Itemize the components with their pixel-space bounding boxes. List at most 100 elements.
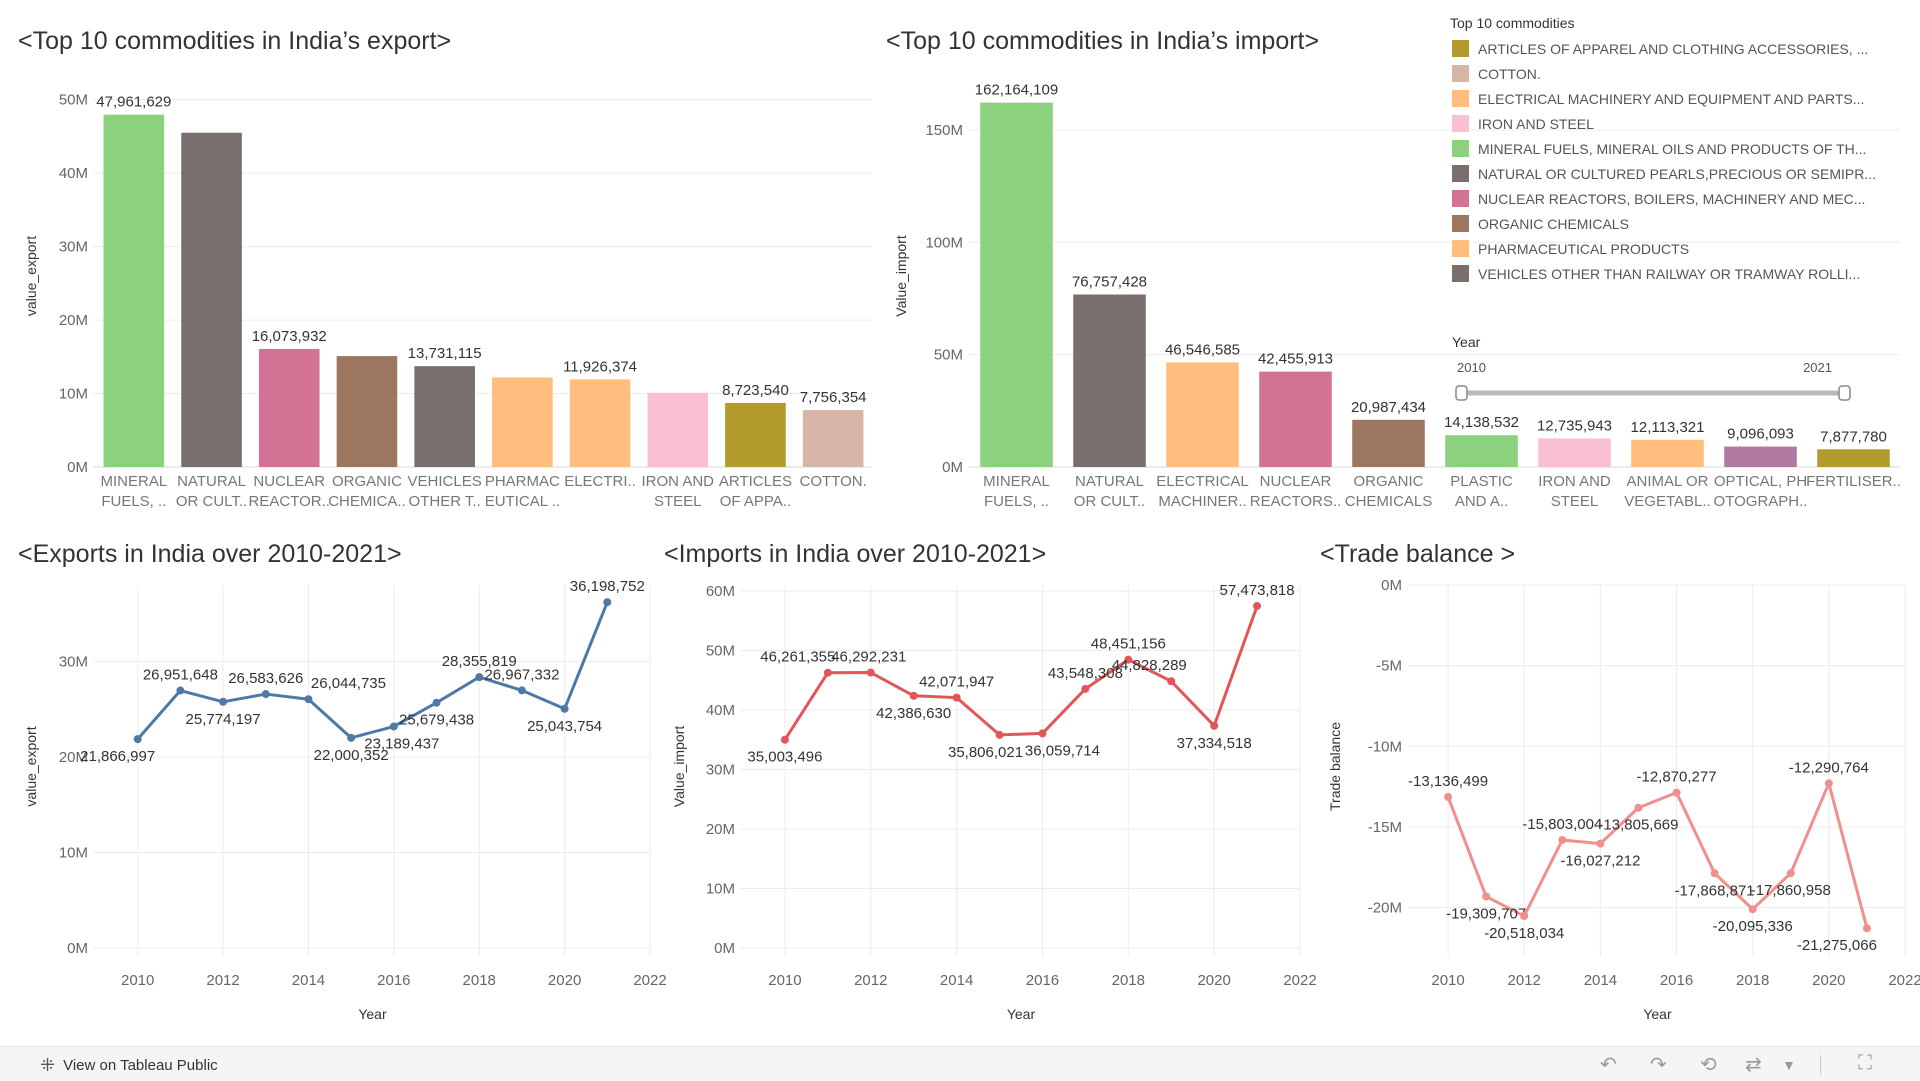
trade-balance-point xyxy=(1558,835,1567,844)
import-bar-data-label: 7,877,780 xyxy=(1820,428,1887,445)
imports-line-series-line xyxy=(783,605,1259,741)
trade-balance-x-tick-label: 2014 xyxy=(1584,972,1617,989)
exports-line-point xyxy=(133,735,142,744)
export-bar-category-label: OF APPA.. xyxy=(720,493,791,510)
trade-balance-data-label: -20,095,336 xyxy=(1713,918,1793,935)
imports-line-point xyxy=(823,668,832,677)
legend-item-label: NATURAL OR CULTURED PEARLS,PRECIOUS OR S… xyxy=(1478,166,1876,182)
export-bar-data-label: 7,756,354 xyxy=(800,389,867,406)
legend-swatch xyxy=(1452,115,1469,132)
trade-balance-point xyxy=(1634,803,1643,812)
imports-line-y-axis-title: Value_import xyxy=(671,726,687,808)
exports-line-data-label: 25,043,754 xyxy=(527,718,602,735)
exports-line-x-tick-label: 2010 xyxy=(121,972,154,989)
imports-line-x-tick-label: 2018 xyxy=(1112,972,1145,989)
legend-swatch xyxy=(1452,265,1469,282)
import-bar-category-label: MINERAL xyxy=(983,473,1050,490)
export-bar-category-label: NUCLEAR xyxy=(253,473,325,490)
exports-line-data-label: 25,679,438 xyxy=(399,712,474,729)
export-bar-y-tick-label: 50M xyxy=(59,92,88,109)
export-bar-bar xyxy=(569,379,631,467)
import-bar-data-label: 162,164,109 xyxy=(975,82,1058,99)
import-bar-category-label: OPTICAL, PH xyxy=(1714,473,1807,490)
trade-balance-point xyxy=(1748,905,1757,914)
import-bar-y-tick-label: 50M xyxy=(934,347,963,364)
import-bar-category-label: FUELS, .. xyxy=(984,493,1049,510)
imports-line-point xyxy=(1124,655,1133,664)
imports-line-data-label: 46,292,231 xyxy=(831,649,906,666)
import-bar-category-label: IRON AND xyxy=(1538,473,1611,490)
import-bar-category-label: MACHINER.. xyxy=(1158,493,1246,510)
import-bar-y-tick-label: 150M xyxy=(925,122,963,139)
imports-line-data-label: 44,828,289 xyxy=(1112,657,1187,674)
view-on-tableau-link[interactable]: ⁜ View on Tableau Public xyxy=(40,1055,218,1076)
export-bar-bar xyxy=(802,410,864,467)
exports-line-data-label: 28,355,819 xyxy=(442,653,517,670)
export-bar-chart: 0M 10M 20M 30M 40M 50M value_export 47,961,629 M… xyxy=(23,92,872,510)
exports-line-point xyxy=(261,690,270,699)
imports-line-x-tick-label: 2016 xyxy=(1026,972,1059,989)
import-bar-data-label: 14,138,532 xyxy=(1444,414,1519,431)
legend-item-label: PHARMACEUTICAL PRODUCTS xyxy=(1478,241,1689,257)
fullscreen-icon[interactable]: ⛶ xyxy=(1858,1052,1872,1074)
year-slider-min-handle[interactable] xyxy=(1455,385,1468,401)
redo-icon[interactable]: ↷ xyxy=(1650,1054,1667,1076)
trade-balance-x-tick-label: 2016 xyxy=(1660,972,1693,989)
import-bar-category-label: ANIMAL OR xyxy=(1627,473,1709,490)
trade-balance-data-label: -21,275,066 xyxy=(1797,937,1877,954)
imports-line-y-tick-label: 40M xyxy=(706,702,735,719)
year-slider-max-handle[interactable] xyxy=(1838,385,1851,401)
import-bar-category-label: NUCLEAR xyxy=(1260,473,1332,490)
refresh-icon[interactable]: ⇄ xyxy=(1745,1054,1762,1076)
trade-balance-data-label: -15,803,004 xyxy=(1522,816,1602,833)
legend-item-label: ORGANIC CHEMICALS xyxy=(1478,216,1629,232)
imports-line-point xyxy=(1167,677,1176,686)
imports-line-y-tick-label: 50M xyxy=(706,642,735,659)
import-bar-data-label: 42,455,913 xyxy=(1258,351,1333,368)
exports-line-point xyxy=(347,733,356,742)
export-bar-data-label: 16,073,932 xyxy=(252,328,327,345)
trade-balance-line-chart: 0M -5M -10M -15M -20M Trade balance 2010 2012 20… xyxy=(1327,577,1920,1022)
trade-balance-point xyxy=(1710,869,1719,878)
exports-line-point xyxy=(432,698,441,707)
legend-swatch xyxy=(1452,240,1469,257)
year-filter: Year 2010 2021 xyxy=(1452,334,1851,401)
trade-balance-series-line xyxy=(1446,781,1869,929)
exports-line-data-label: 26,044,735 xyxy=(311,675,386,692)
trade-balance-data-label: -20,518,034 xyxy=(1484,925,1564,942)
tableau-logo-icon: ⁜ xyxy=(40,1055,56,1075)
exports-line-point xyxy=(389,722,398,731)
export-bar-category-label: IRON AND xyxy=(641,473,714,490)
legend-title: Top 10 commodities xyxy=(1450,15,1575,31)
import-bar-data-label: 12,735,943 xyxy=(1537,417,1612,434)
import-bar-bar xyxy=(1166,362,1239,467)
export-bar-category-label: OTHER T.. xyxy=(409,493,481,510)
exports-line-x-tick-label: 2018 xyxy=(463,972,496,989)
undo-icon[interactable]: ↶ xyxy=(1600,1054,1617,1076)
import-bar-y-axis-title: Value_import xyxy=(893,235,909,317)
chevron-down-icon[interactable]: ▼ xyxy=(1782,1057,1796,1073)
imports-line-point xyxy=(1081,684,1090,693)
exports-line-point xyxy=(475,673,484,682)
exports-line-point xyxy=(219,697,228,706)
import-bar-bar xyxy=(1073,294,1146,467)
exports-line-point xyxy=(176,686,185,695)
trade-balance-point xyxy=(1862,924,1871,933)
exports-line-y-tick-label: 20M xyxy=(59,749,88,766)
import-bar-category-label: CHEMICALS xyxy=(1345,493,1433,510)
revert-icon[interactable]: ⟲ xyxy=(1700,1054,1717,1076)
trade-balance-point xyxy=(1672,788,1681,797)
trade-balance-x-tick-label: 2010 xyxy=(1431,972,1464,989)
year-filter-title: Year xyxy=(1452,334,1481,350)
year-min-label: 2010 xyxy=(1457,360,1486,375)
exports-line-x-tick-label: 2022 xyxy=(633,972,666,989)
import-bar-category-label: FERTILISER.. xyxy=(1806,473,1901,490)
legend-item-label: IRON AND STEEL xyxy=(1478,116,1594,132)
export-bar-category-label: STEEL xyxy=(654,493,702,510)
export-bar-bar xyxy=(258,348,320,467)
import-bar-y-tick-label: 0M xyxy=(942,459,963,476)
legend-item-label: MINERAL FUELS, MINERAL OILS AND PRODUCTS… xyxy=(1478,141,1866,157)
exports-line-x-tick-label: 2014 xyxy=(292,972,325,989)
exports-line-data-label: 26,951,648 xyxy=(143,667,218,684)
imports-line-y-tick-label: 20M xyxy=(706,821,735,838)
